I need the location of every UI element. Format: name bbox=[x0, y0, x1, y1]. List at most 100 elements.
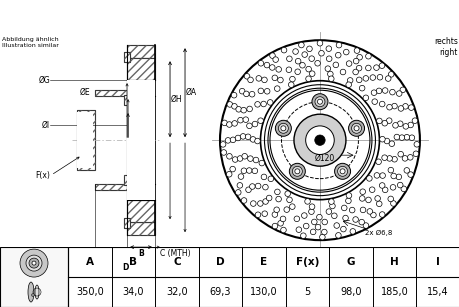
Text: 69,3: 69,3 bbox=[209, 287, 231, 297]
Circle shape bbox=[289, 163, 305, 179]
Circle shape bbox=[29, 258, 39, 268]
Circle shape bbox=[305, 66, 311, 72]
Circle shape bbox=[235, 190, 241, 195]
Polygon shape bbox=[124, 95, 130, 105]
Circle shape bbox=[271, 212, 277, 217]
Circle shape bbox=[325, 209, 331, 214]
Circle shape bbox=[296, 227, 301, 232]
Circle shape bbox=[284, 191, 290, 196]
Circle shape bbox=[225, 138, 230, 143]
Bar bbox=[127, 80, 155, 200]
Circle shape bbox=[342, 215, 347, 221]
Circle shape bbox=[375, 159, 381, 165]
Circle shape bbox=[407, 154, 412, 160]
Circle shape bbox=[366, 209, 372, 214]
Circle shape bbox=[237, 117, 243, 123]
Circle shape bbox=[241, 168, 246, 173]
Circle shape bbox=[255, 212, 260, 218]
Circle shape bbox=[369, 75, 375, 80]
Circle shape bbox=[356, 65, 361, 71]
Circle shape bbox=[389, 185, 395, 190]
Circle shape bbox=[407, 122, 413, 128]
Circle shape bbox=[280, 47, 286, 53]
Circle shape bbox=[289, 76, 295, 82]
Circle shape bbox=[305, 126, 334, 154]
Circle shape bbox=[299, 62, 305, 68]
Circle shape bbox=[231, 92, 236, 98]
Polygon shape bbox=[127, 45, 155, 58]
Circle shape bbox=[237, 156, 242, 161]
Circle shape bbox=[264, 88, 269, 94]
Circle shape bbox=[403, 168, 409, 173]
Circle shape bbox=[373, 173, 379, 178]
Circle shape bbox=[246, 106, 252, 112]
Circle shape bbox=[308, 209, 313, 215]
Circle shape bbox=[381, 187, 387, 193]
Circle shape bbox=[275, 67, 281, 72]
Circle shape bbox=[402, 103, 408, 109]
Circle shape bbox=[246, 168, 252, 173]
Circle shape bbox=[280, 227, 285, 233]
Circle shape bbox=[352, 69, 358, 75]
Ellipse shape bbox=[35, 285, 39, 299]
Text: 2x Ø6,8: 2x Ø6,8 bbox=[364, 230, 392, 236]
Circle shape bbox=[395, 174, 401, 180]
Circle shape bbox=[335, 233, 341, 238]
Circle shape bbox=[247, 156, 252, 161]
Circle shape bbox=[370, 90, 376, 95]
Circle shape bbox=[381, 120, 386, 126]
Circle shape bbox=[308, 56, 314, 61]
Circle shape bbox=[292, 166, 302, 176]
Circle shape bbox=[230, 137, 235, 143]
Circle shape bbox=[311, 94, 327, 110]
Circle shape bbox=[310, 229, 315, 235]
Circle shape bbox=[386, 104, 392, 110]
Circle shape bbox=[373, 65, 378, 70]
Circle shape bbox=[311, 219, 316, 225]
Circle shape bbox=[272, 223, 277, 229]
Circle shape bbox=[293, 216, 299, 222]
Circle shape bbox=[271, 75, 277, 81]
Text: ØG: ØG bbox=[38, 76, 50, 85]
Circle shape bbox=[346, 193, 351, 198]
Circle shape bbox=[339, 169, 344, 174]
Circle shape bbox=[358, 85, 364, 91]
Circle shape bbox=[243, 91, 249, 97]
Polygon shape bbox=[124, 218, 130, 228]
Circle shape bbox=[334, 163, 350, 179]
Circle shape bbox=[235, 135, 241, 141]
Circle shape bbox=[261, 174, 266, 180]
Text: ØA: ØA bbox=[185, 88, 197, 97]
Circle shape bbox=[262, 185, 268, 190]
Circle shape bbox=[286, 197, 291, 203]
Text: F(x): F(x) bbox=[295, 257, 319, 267]
Circle shape bbox=[314, 60, 319, 66]
Circle shape bbox=[353, 58, 358, 64]
Circle shape bbox=[294, 169, 299, 174]
Circle shape bbox=[401, 156, 407, 161]
Circle shape bbox=[376, 74, 382, 80]
Circle shape bbox=[378, 63, 384, 68]
Circle shape bbox=[278, 123, 288, 133]
Circle shape bbox=[318, 50, 324, 56]
Circle shape bbox=[298, 42, 303, 48]
Polygon shape bbox=[127, 200, 155, 222]
Circle shape bbox=[336, 42, 341, 48]
Text: 130,0: 130,0 bbox=[250, 287, 277, 297]
Circle shape bbox=[379, 173, 385, 178]
Circle shape bbox=[316, 214, 321, 220]
Circle shape bbox=[303, 223, 308, 229]
Text: E: E bbox=[260, 257, 267, 267]
Polygon shape bbox=[124, 52, 130, 62]
Circle shape bbox=[242, 117, 248, 122]
Circle shape bbox=[397, 121, 402, 126]
Circle shape bbox=[391, 157, 397, 162]
Circle shape bbox=[412, 151, 418, 157]
Circle shape bbox=[269, 53, 274, 58]
Circle shape bbox=[325, 46, 331, 52]
Text: 434116: 434116 bbox=[302, 7, 377, 25]
Circle shape bbox=[411, 118, 417, 123]
Circle shape bbox=[366, 176, 371, 181]
Text: D: D bbox=[122, 263, 128, 272]
Circle shape bbox=[325, 66, 330, 72]
